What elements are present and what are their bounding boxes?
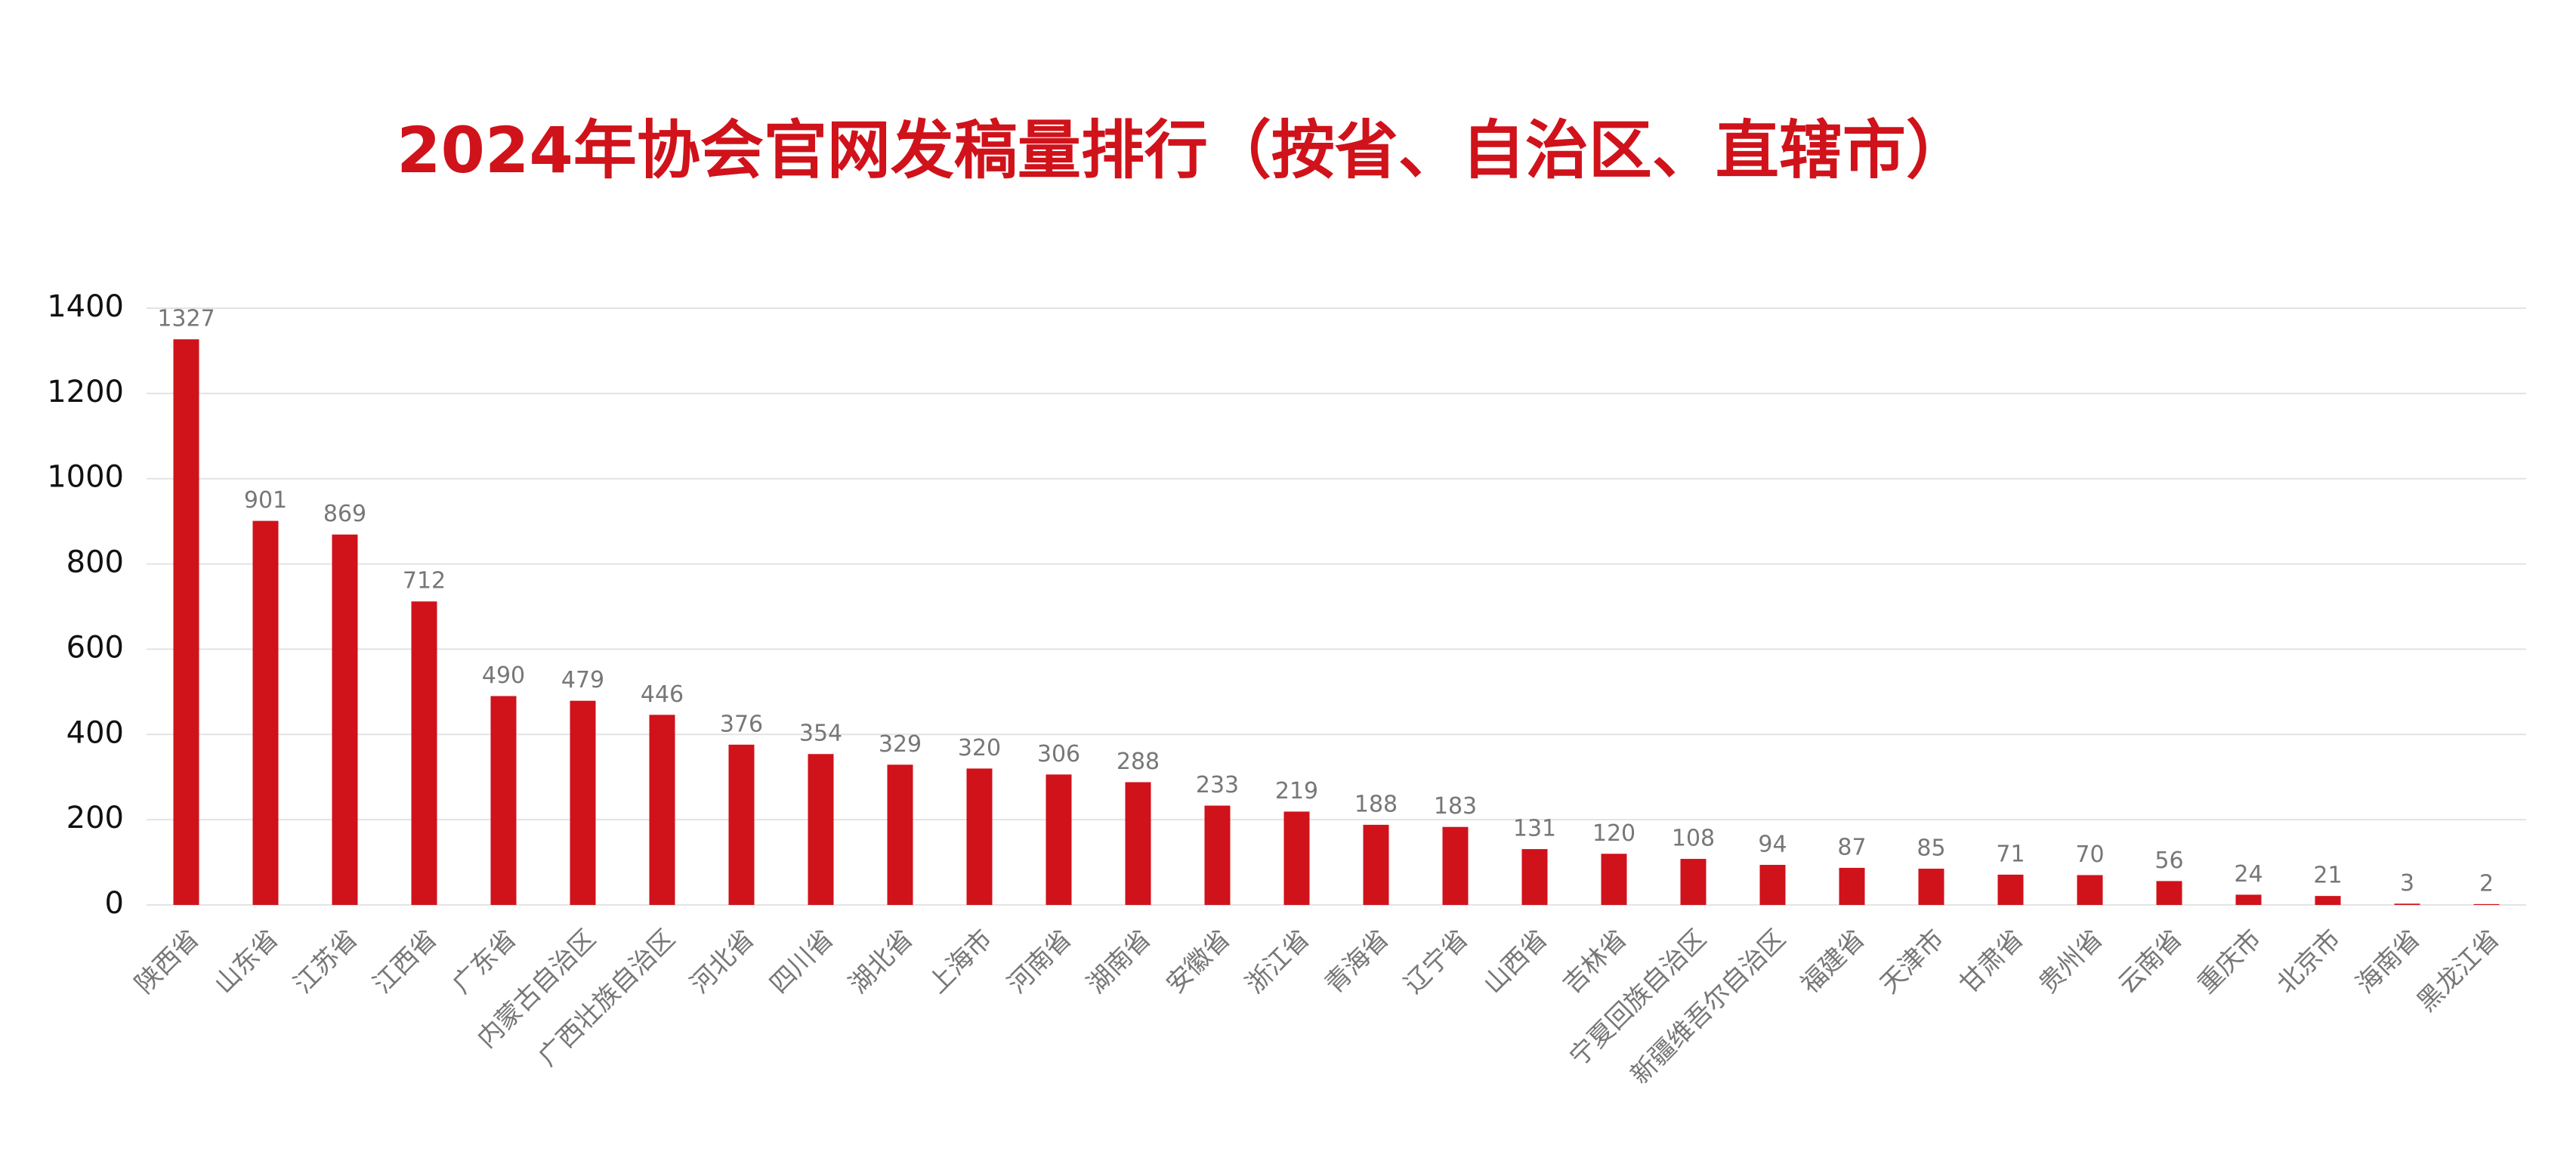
bar [1442,826,1469,905]
value-label: 354 [799,721,842,747]
value-label: 183 [1434,793,1477,820]
bar [1363,824,1389,905]
x-tick-label: 福建省 [1795,924,1870,999]
value-label: 188 [1354,791,1398,817]
x-tick-label: 黑龙江省 [2411,924,2505,1017]
x-tick-label: 宁夏回族自治区 [1564,924,1713,1073]
value-label: 1327 [157,306,215,332]
value-label: 87 [1837,834,1866,860]
value-label: 24 [2234,861,2262,888]
x-tick-label: 山西省 [1478,924,1553,999]
x-tick-label: 浙江省 [1240,924,1315,999]
x-tick-label: 青海省 [1319,924,1395,999]
x-tick-label: 广西壮族自治区 [533,924,681,1073]
x-tick-label: 陕西省 [129,924,205,999]
bar [808,754,834,905]
bar [570,700,596,905]
value-label: 56 [2154,848,2183,874]
bar [1839,867,1865,905]
value-label: 446 [641,681,684,708]
value-label: 21 [2313,863,2342,889]
x-tick-label: 广东省 [446,924,522,999]
bar [2156,881,2182,905]
value-label: 320 [958,735,1001,761]
x-tick-label: 北京市 [2271,924,2346,999]
x-tick-label: 安徽省 [1160,924,1236,999]
bar [411,601,437,905]
value-label: 85 [1917,835,1945,862]
value-label: 94 [1758,831,1787,857]
bar [1283,811,1310,905]
bar [332,534,358,905]
bar [252,520,279,905]
value-label: 3 [2400,870,2414,897]
value-label: 490 [482,662,525,689]
x-tick-label: 河北省 [684,924,760,999]
value-label: 233 [1196,772,1239,798]
bar [2235,894,2262,905]
x-tick-label: 山东省 [208,924,284,999]
bar [173,339,199,905]
y-tick-label: 200 [66,801,124,835]
bar [1680,859,1707,905]
x-tick-label: 甘肃省 [1954,924,2029,999]
x-tick-label: 江西省 [367,924,443,999]
value-label: 71 [1996,841,2025,867]
x-tick-label: 四川省 [764,924,839,999]
value-label: 329 [879,731,922,758]
bar [1521,849,1548,905]
bar [1204,805,1231,905]
bar [887,764,913,905]
value-label: 901 [244,487,287,514]
x-tick-label: 吉林省 [1557,924,1632,999]
bar [2077,875,2103,905]
value-label: 120 [1592,820,1635,847]
bar [1918,869,1944,905]
bar [2394,903,2420,905]
bar [728,744,755,905]
chart-title: 2024年协会官网发稿量排行（按省、自治区、直辖市） [397,113,1969,187]
bar [1046,774,1072,905]
x-tick-label: 重庆市 [2191,924,2267,999]
bar [1125,782,1151,905]
value-label: 306 [1037,741,1080,767]
x-tick-label: 湖北省 [843,924,919,999]
x-tick-label: 河南省 [1002,924,1077,999]
bar [649,715,675,905]
bar [490,696,517,905]
y-tick-label: 1000 [47,460,124,495]
x-tick-label: 辽宁省 [1398,924,1474,999]
value-label: 712 [403,568,446,594]
value-label: 70 [2075,841,2104,868]
x-tick-label: 海南省 [2350,924,2426,999]
x-tick-label: 云南省 [2112,924,2188,999]
y-tick-label: 0 [105,886,124,921]
y-tick-label: 1200 [47,375,124,409]
bar [1997,874,2024,905]
y-tick-label: 400 [66,715,124,750]
y-tick-label: 1400 [47,289,124,324]
bar [1601,854,1627,905]
value-label: 479 [561,667,604,693]
x-tick-label: 江苏省 [288,924,363,999]
bar [966,768,993,905]
x-tick-label: 贵州省 [2033,924,2108,999]
value-label: 288 [1117,749,1160,775]
bar [2315,896,2341,905]
x-tick-label: 湖南省 [1081,924,1157,999]
value-label: 108 [1672,826,1715,852]
value-label: 376 [720,711,763,737]
bar [1759,864,1786,905]
value-label: 131 [1513,816,1556,842]
value-label: 2 [2479,870,2494,897]
y-tick-label: 800 [66,545,124,580]
value-label: 219 [1275,778,1318,804]
value-label: 869 [323,501,366,527]
x-tick-label: 上海市 [922,924,998,999]
y-tick-label: 600 [66,630,124,665]
x-tick-label: 天津市 [1874,924,1950,999]
bar [2473,903,2500,905]
